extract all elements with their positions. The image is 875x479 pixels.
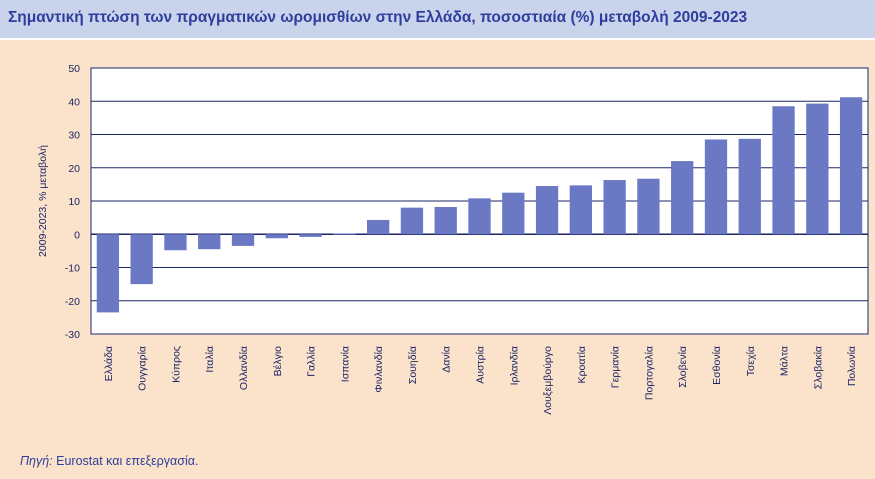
bar-chart: -30 -20 -10 0 10 20 30 40 50 2009-2023, % μεταβολ…: [37, 63, 869, 415]
bar: [434, 206, 457, 235]
x-tick-label: Πορτογαλία: [643, 346, 655, 400]
y-tick-label: 0: [74, 229, 80, 241]
y-tick-label: -20: [65, 296, 80, 308]
x-tick-label: Τσεχία: [745, 346, 757, 376]
y-tick-label: 30: [68, 130, 80, 142]
bar: [738, 138, 761, 235]
bar: [164, 234, 187, 251]
bar: [96, 234, 120, 313]
x-tick-label: Ιταλία: [204, 346, 216, 373]
x-tick-label: Φινλανδία: [373, 346, 385, 393]
y-tick-label: 50: [68, 63, 80, 75]
source-note: Πηγή: Eurostat και επεξεργασία.: [20, 454, 198, 468]
bar: [299, 234, 322, 237]
x-tick-label: Σλοβενία: [677, 346, 689, 388]
source-label: Πηγή:: [20, 454, 53, 468]
y-tick-label: 20: [68, 163, 80, 175]
bar: [637, 178, 660, 235]
title-bar: Σημαντική πτώση των πραγματικών ωρομισθί…: [0, 0, 875, 40]
x-tick-label: Πολωνία: [846, 346, 858, 386]
x-tick-label: Βέλγιο: [272, 346, 284, 377]
x-tick-label: Λουξεμβούργο: [542, 346, 554, 415]
source-text: Eurostat και επεξεργασία.: [52, 454, 199, 468]
bar: [231, 234, 255, 246]
bar: [839, 97, 863, 235]
bar: [671, 161, 694, 235]
bar: [400, 207, 424, 235]
x-tick-label: Σουηδία: [407, 346, 419, 384]
bar: [704, 139, 728, 235]
bar: [502, 192, 525, 235]
y-tick-label: 40: [68, 96, 80, 108]
x-tick-label: Μάλτα: [779, 346, 791, 376]
bar: [603, 180, 626, 235]
bar: [535, 186, 559, 235]
x-tick-label: Ελλάδα: [103, 346, 115, 381]
bar: [198, 234, 221, 250]
y-tick-label: -10: [65, 263, 80, 275]
x-tick-label: Ιρλανδία: [508, 346, 520, 385]
x-tick-label: Δανία: [441, 346, 453, 373]
bar: [367, 219, 390, 235]
x-tick-label: Ισπανία: [339, 346, 351, 382]
chart-area: -30 -20 -10 0 10 20 30 40 50 2009-2023, % μεταβολ…: [0, 42, 875, 442]
bar: [130, 234, 153, 285]
x-tick-label: Εσθονία: [711, 346, 723, 385]
x-tick-label: Σλοβακία: [812, 346, 824, 389]
y-axis-label: 2009-2023, % μεταβολή: [37, 145, 49, 257]
bar: [265, 234, 288, 239]
bar: [569, 185, 592, 235]
y-tick-label: -30: [65, 329, 80, 341]
x-tick-label: Ουγγαρία: [137, 346, 149, 391]
y-tick-label: 10: [68, 196, 80, 208]
x-tick-label: Κύπρος: [170, 346, 182, 383]
x-tick-label: Γερμανία: [610, 346, 622, 388]
x-tick-label: Αυστρία: [475, 346, 487, 384]
x-tick-label: Κροατία: [576, 346, 588, 383]
bar: [468, 198, 491, 235]
bar: [333, 233, 356, 235]
bar: [772, 106, 795, 235]
chart-title: Σημαντική πτώση των πραγματικών ωρομισθί…: [8, 9, 748, 26]
x-tick-label: Ολλανδία: [238, 346, 250, 390]
x-tick-label: Γαλλία: [306, 346, 318, 377]
bar: [806, 103, 829, 235]
